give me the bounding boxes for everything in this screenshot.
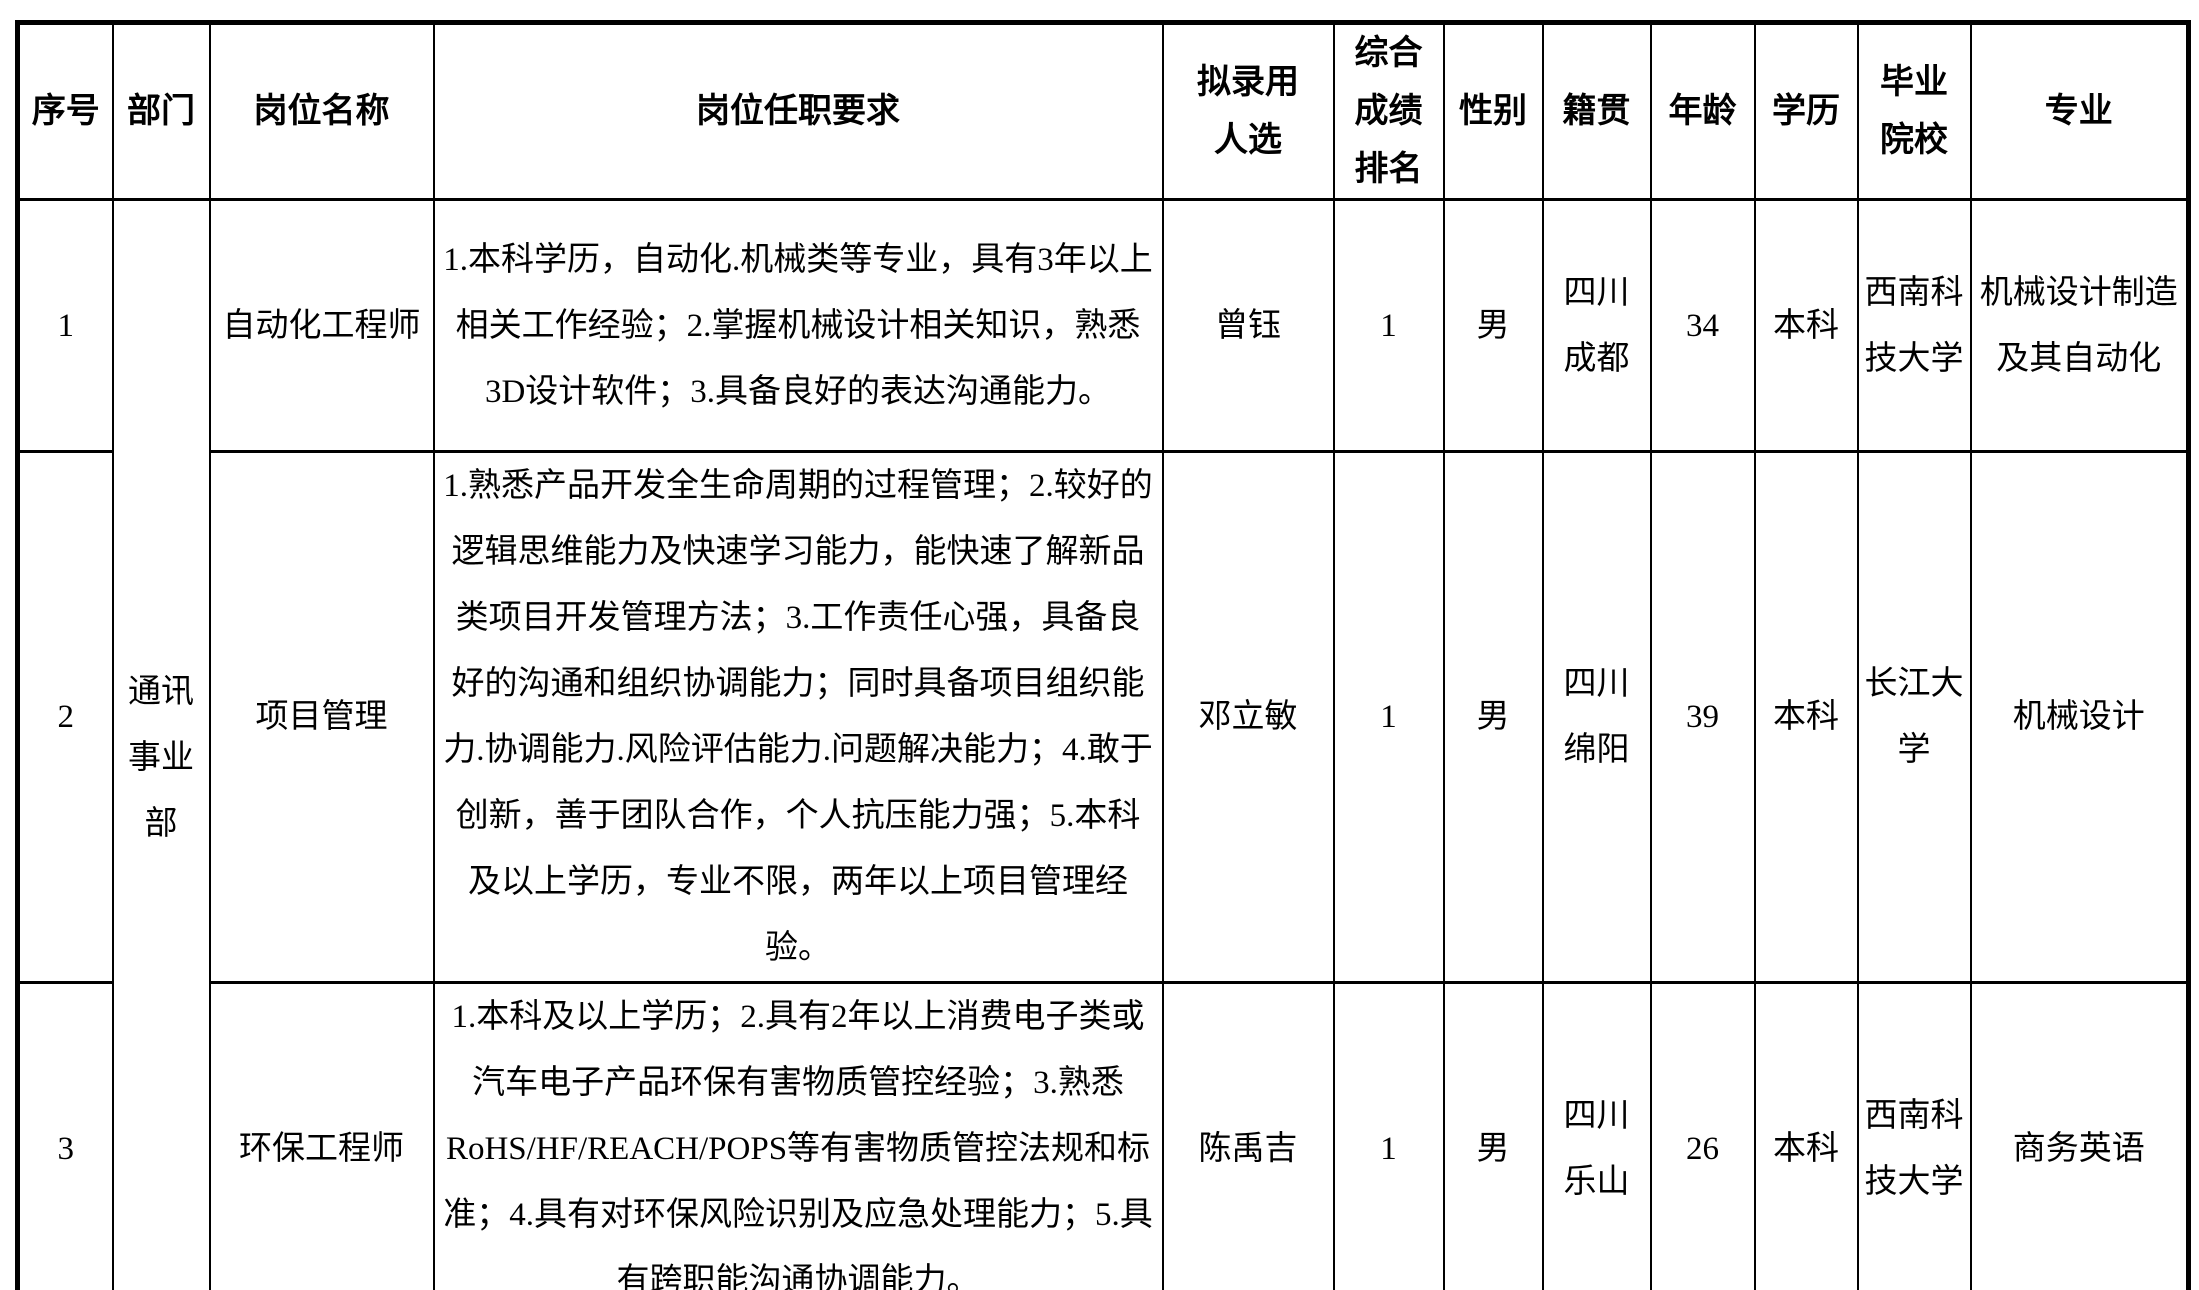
cell-index: 2: [16, 450, 114, 985]
cell-requirements: 1.本科学历，自动化.机械类等专业，具有3年以上相关工作经验；2.掌握机械设计相…: [432, 198, 1164, 454]
table-body: 1 通讯事业部 自动化工程师 1.本科学历，自动化.机械类等专业，具有3年以上相…: [16, 198, 2190, 1290]
cell-department: 通讯事业部: [111, 198, 211, 1290]
cell-age: 39: [1649, 450, 1756, 985]
cell-candidate: 邓立敏: [1161, 450, 1335, 985]
cell-age: 26: [1649, 981, 1756, 1290]
cell-score-rank: 1: [1332, 450, 1445, 985]
table-header: 序号 部门 岗位名称 岗位任职要求 拟录用 人选 综合 成绩 排名 性别 籍贯 …: [16, 20, 2190, 202]
cell-major: 商务英语: [1969, 981, 2190, 1290]
cell-school: 西南科技大学: [1856, 198, 1972, 454]
cell-major: 机械设计: [1969, 450, 2190, 985]
cell-position: 项目管理: [208, 450, 435, 985]
header-department: 部门: [111, 20, 211, 202]
cell-native-place: 四川乐山: [1541, 981, 1652, 1290]
header-index: 序号: [16, 20, 114, 202]
cell-gender: 男: [1442, 450, 1544, 985]
cell-position: 自动化工程师: [208, 198, 435, 454]
cell-education: 本科: [1753, 450, 1859, 985]
cell-requirements: 1.熟悉产品开发全生命周期的过程管理；2.较好的逻辑思维能力及快速学习能力，能快…: [432, 450, 1164, 985]
header-row: 序号 部门 岗位名称 岗位任职要求 拟录用 人选 综合 成绩 排名 性别 籍贯 …: [16, 20, 2190, 202]
cell-education: 本科: [1753, 198, 1859, 454]
cell-major: 机械设计制造及其自动化: [1969, 198, 2190, 454]
cell-score-rank: 1: [1332, 981, 1445, 1290]
header-position: 岗位名称: [208, 20, 435, 202]
recruitment-table: 序号 部门 岗位名称 岗位任职要求 拟录用 人选 综合 成绩 排名 性别 籍贯 …: [15, 20, 2191, 1290]
table-row: 1 通讯事业部 自动化工程师 1.本科学历，自动化.机械类等专业，具有3年以上相…: [16, 198, 2190, 1290]
header-requirements: 岗位任职要求: [432, 20, 1164, 202]
cell-school: 西南科技大学: [1856, 981, 1972, 1290]
header-score-rank: 综合 成绩 排名: [1332, 20, 1445, 202]
cell-native-place: 四川绵阳: [1541, 450, 1652, 985]
cell-score-rank: 1: [1332, 198, 1445, 454]
cell-school: 长江大学: [1856, 450, 1972, 985]
cell-gender: 男: [1442, 981, 1544, 1290]
header-native-place: 籍贯: [1541, 20, 1652, 202]
cell-position: 环保工程师: [208, 981, 435, 1290]
cell-gender: 男: [1442, 198, 1544, 454]
cell-age: 34: [1649, 198, 1756, 454]
cell-native-place: 四川成都: [1541, 198, 1652, 454]
cell-education: 本科: [1753, 981, 1859, 1290]
header-school: 毕业 院校: [1856, 20, 1972, 202]
table-row: 2 项目管理 1.熟悉产品开发全生命周期的过程管理；2.较好的逻辑思维能力及快速…: [16, 450, 2190, 985]
header-age: 年龄: [1649, 20, 1756, 202]
header-major: 专业: [1969, 20, 2190, 202]
header-candidate: 拟录用 人选: [1161, 20, 1335, 202]
cell-index: 1: [16, 198, 114, 454]
table-row: 3 环保工程师 1.本科及以上学历；2.具有2年以上消费电子类或汽车电子产品环保…: [16, 981, 2190, 1290]
cell-requirements: 1.本科及以上学历；2.具有2年以上消费电子类或汽车电子产品环保有害物质管控经验…: [432, 981, 1164, 1290]
cell-candidate: 曾钰: [1161, 198, 1335, 454]
header-education: 学历: [1753, 20, 1859, 202]
cell-index: 3: [16, 981, 114, 1290]
cell-candidate: 陈禹吉: [1161, 981, 1335, 1290]
header-gender: 性别: [1442, 20, 1544, 202]
